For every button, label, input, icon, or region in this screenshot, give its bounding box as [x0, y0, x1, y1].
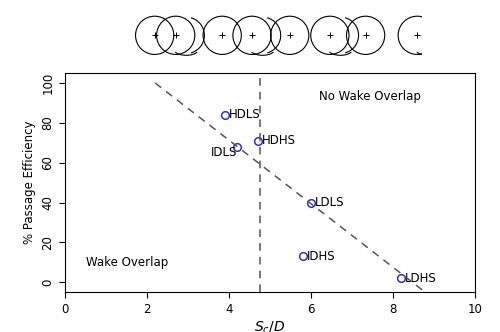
Text: IDLS: IDLS	[210, 146, 237, 159]
Text: No Wake Overlap: No Wake Overlap	[319, 90, 421, 104]
Text: IDHS: IDHS	[307, 250, 336, 263]
Text: LDLS: LDLS	[315, 196, 344, 209]
Text: Wake Overlap: Wake Overlap	[86, 256, 168, 269]
Y-axis label: % Passage Efficiency: % Passage Efficiency	[23, 121, 36, 244]
Text: HDLS: HDLS	[229, 108, 261, 122]
Text: HDHS: HDHS	[262, 134, 296, 147]
X-axis label: $S_c / D$: $S_c / D$	[254, 320, 286, 332]
Text: LDHS: LDHS	[406, 272, 437, 285]
